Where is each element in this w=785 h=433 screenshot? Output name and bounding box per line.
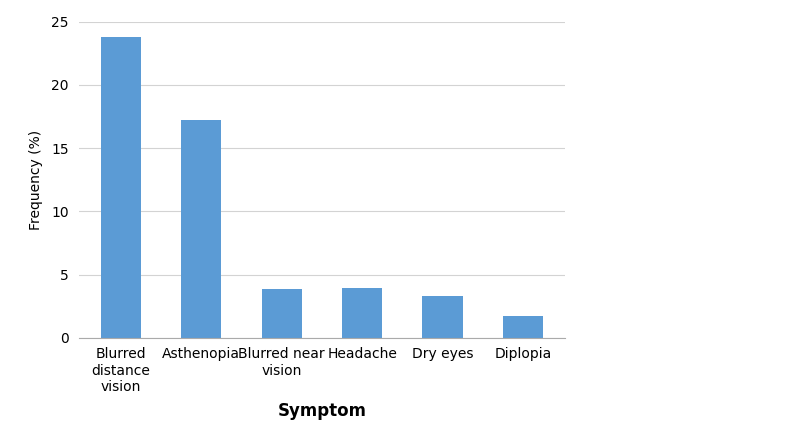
Bar — [100, 37, 141, 338]
Bar — [261, 289, 301, 338]
X-axis label: Symptom: Symptom — [277, 402, 367, 420]
Bar — [181, 120, 221, 338]
Bar — [422, 296, 462, 338]
Bar — [342, 288, 382, 338]
Y-axis label: Frequency (%): Frequency (%) — [29, 129, 43, 230]
Bar — [503, 316, 543, 338]
